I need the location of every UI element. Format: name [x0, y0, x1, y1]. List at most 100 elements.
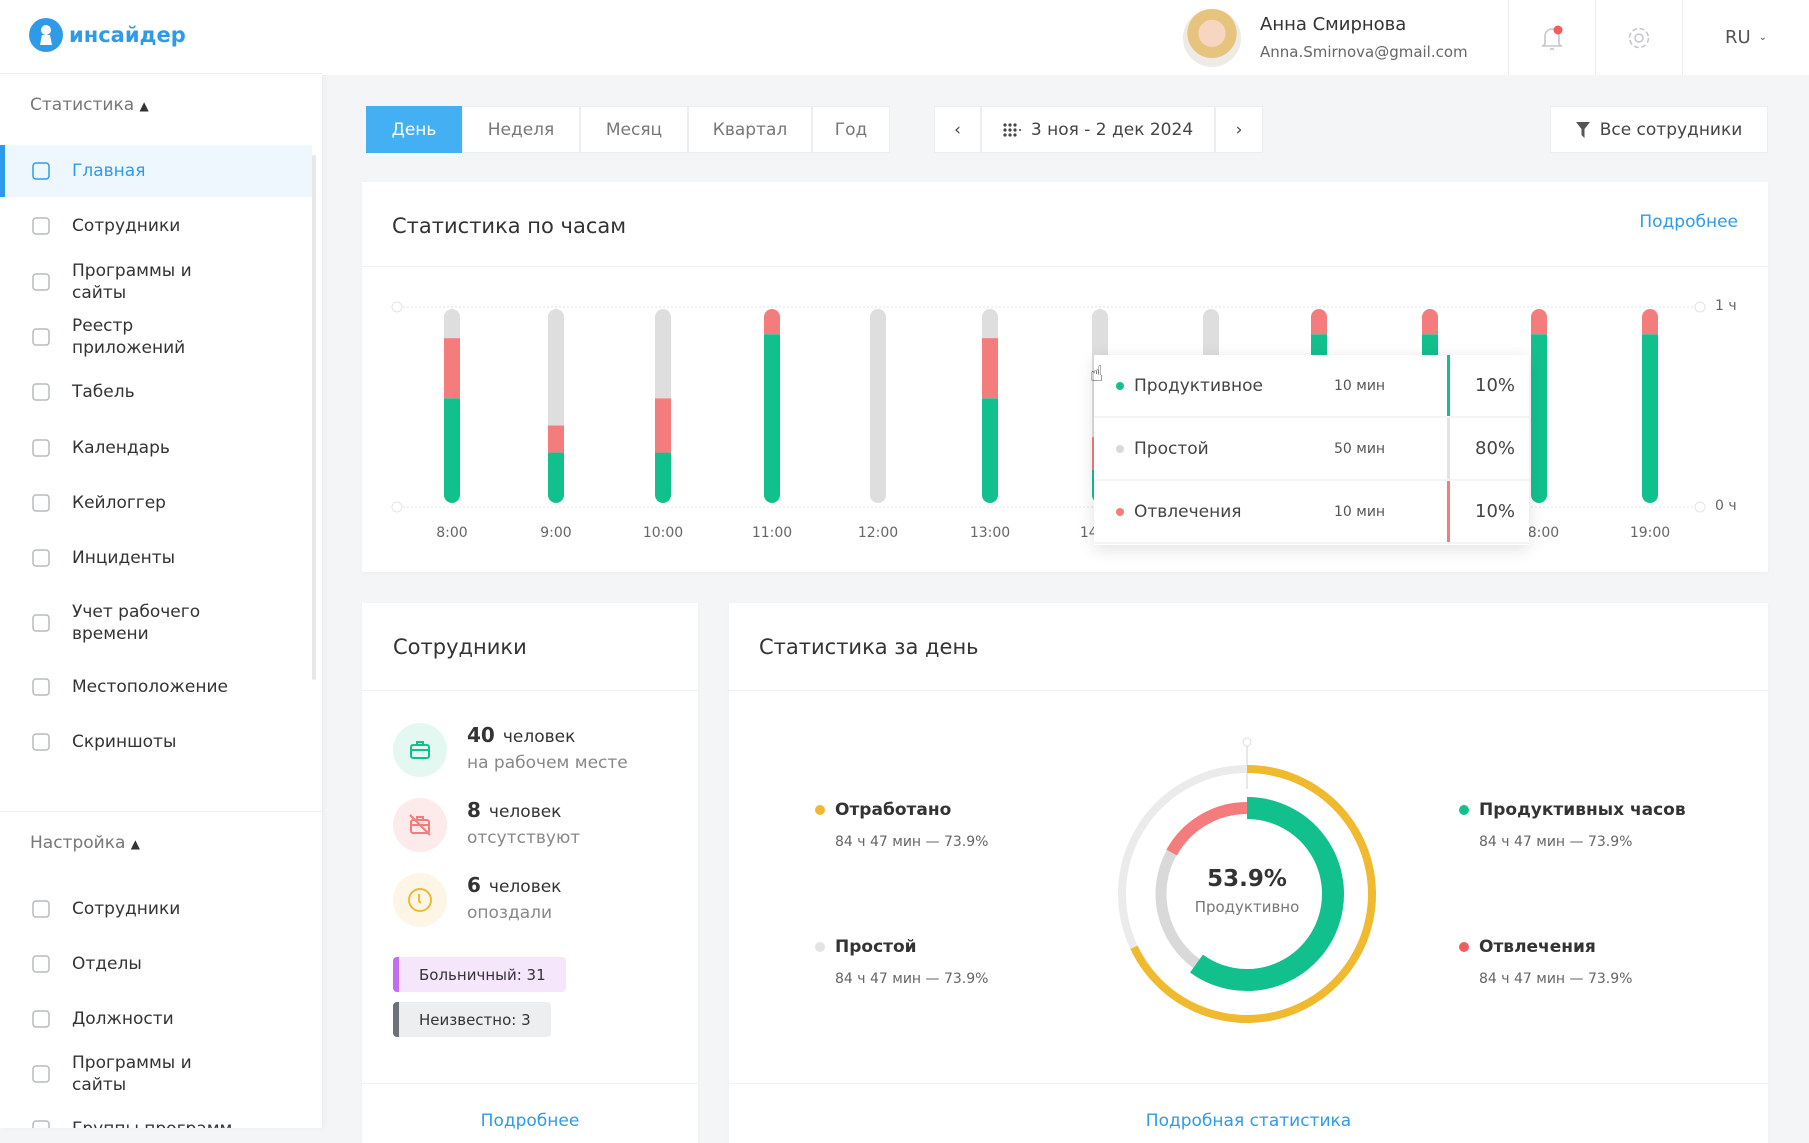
axis-end-marker: [1694, 301, 1706, 313]
hourly-more-link[interactable]: Подробнее: [1639, 212, 1738, 232]
legend-value: 84 ч 47 мин — 73.9%: [835, 834, 989, 850]
sidebar-item[interactable]: Отделы: [0, 938, 312, 990]
section-settings-toggle[interactable]: Настройка ▲: [30, 833, 140, 853]
section-statistics-toggle[interactable]: Статистика ▲: [30, 95, 149, 115]
bar-segment: [655, 452, 671, 503]
x-tick-label: 13:00: [969, 525, 1011, 541]
bar-10:00: [655, 309, 671, 503]
logo-icon: [29, 18, 63, 52]
employee-filter-button[interactable]: Все сотрудники: [1550, 106, 1768, 153]
sidebar-item-label: Местоположение: [72, 677, 228, 697]
next-date-button[interactable]: ›: [1215, 106, 1263, 153]
briefcase-off-icon: [393, 798, 447, 852]
filter-icon: [1575, 121, 1590, 138]
filter-label: Все сотрудники: [1599, 119, 1743, 140]
employee-stat: 6 человек опоздали: [393, 873, 561, 927]
bar-segment: [548, 425, 564, 453]
stat-desc: опоздали: [467, 903, 553, 923]
screenshots-icon: [30, 731, 52, 753]
sidebar-item-label: Календарь: [72, 438, 170, 458]
y-tick-label: 1 ч: [1715, 298, 1737, 314]
sidebar-item[interactable]: Местоположение: [0, 661, 312, 713]
divider: [362, 1083, 698, 1084]
section-label: Настройка: [30, 833, 126, 853]
stat-desc: на рабочем месте: [467, 753, 628, 773]
employees-more-link[interactable]: Подробнее: [480, 1111, 580, 1131]
sidebar-item-label: Табель: [72, 382, 135, 402]
stat-desc: отсутствуют: [467, 828, 581, 848]
period-tab[interactable]: Год: [812, 106, 890, 153]
tooltip-percent: 10%: [1475, 501, 1516, 522]
bar-segment: [1311, 309, 1327, 335]
period-tab[interactable]: Месяц: [580, 106, 688, 153]
y-tick-label: 0 ч: [1715, 498, 1737, 514]
sidebar-item[interactable]: Скриншоты: [0, 716, 312, 768]
x-tick-label: 11:00: [751, 525, 793, 541]
tooltip-divider: [1447, 355, 1450, 416]
bar-segment: [1531, 309, 1547, 335]
donut-center-label: Продуктивно: [1194, 898, 1300, 916]
chevron-right-icon: ›: [1235, 119, 1243, 140]
sidebar-item[interactable]: Сотрудники: [0, 200, 312, 252]
bar-segment: [764, 309, 780, 335]
prev-date-button[interactable]: ‹: [934, 106, 981, 153]
sidebar-item[interactable]: Кейлоггер: [0, 477, 312, 529]
server-icon: [30, 1063, 52, 1085]
hand-cursor-icon: ☝: [1090, 362, 1104, 387]
sidebar-item[interactable]: Табель: [0, 366, 312, 418]
gear-icon: [1628, 27, 1650, 48]
distraction-arc: [1166, 802, 1248, 856]
tooltip-label: Отвлечения: [1134, 501, 1242, 522]
sidebar-item[interactable]: Программы и сайты: [0, 256, 312, 308]
status-badge[interactable]: Неизвестно: 3: [393, 1002, 551, 1037]
date-range-picker[interactable]: 3 ноя - 2 дек 2024: [981, 106, 1215, 153]
period-tabs: День Неделя Месяц Квартал Год: [366, 106, 890, 153]
tooltip-time: 10 мин: [1334, 503, 1386, 520]
bar-segment: [655, 309, 671, 399]
period-tab[interactable]: Квартал: [688, 106, 812, 153]
sidebar-item[interactable]: Реестр приложений: [0, 311, 312, 363]
sidebar-item[interactable]: Главная: [0, 145, 312, 197]
legend-value: 84 ч 47 мин — 73.9%: [835, 971, 989, 987]
apps-icon: [30, 326, 52, 348]
warning-icon: [30, 547, 52, 569]
settings-button[interactable]: [1595, 0, 1682, 75]
sidebar-item[interactable]: Инциденты: [0, 532, 312, 584]
sidebar-scrollbar[interactable]: [312, 155, 316, 680]
avatar[interactable]: [1183, 9, 1241, 67]
sidebar-item-label: Учет рабочего времени: [72, 602, 201, 644]
employee-stat: 8 человек отсутствуют: [393, 798, 580, 852]
sidebar-item[interactable]: Календарь: [0, 422, 312, 474]
day-stats-card: Статистика за день Подробная статистика: [729, 603, 1768, 1143]
chevron-up-icon: ▲: [139, 99, 149, 113]
language-select[interactable]: RU ⌄: [1682, 0, 1809, 75]
notifications-button[interactable]: [1508, 0, 1595, 75]
sidebar-item[interactable]: Учет рабочего времени: [0, 591, 312, 655]
chevron-left-icon: ‹: [954, 119, 961, 140]
location-icon: [30, 676, 52, 698]
sidebar-item[interactable]: Должности: [0, 993, 312, 1045]
card-title: Статистика за день: [759, 635, 979, 659]
productive-arc: [1190, 797, 1344, 991]
sidebar-item-label: Отделы: [72, 954, 142, 974]
bar-segment: [655, 398, 671, 453]
chevron-up-icon: ▲: [130, 837, 141, 851]
sidebar-item[interactable]: Сотрудники: [0, 883, 312, 935]
bar-segment: [982, 309, 998, 339]
tooltip-label: Простой: [1134, 438, 1209, 459]
detailed-stats-link[interactable]: Подробная статистика: [1145, 1111, 1352, 1131]
legend-dot: [1116, 507, 1124, 516]
user-name: Анна Смирнова: [1260, 14, 1407, 35]
sidebar-item[interactable]: Программы и сайты: [0, 1048, 312, 1100]
bar-segment: [548, 309, 564, 426]
divider: [362, 690, 698, 691]
sidebar-item[interactable]: Группы программ: [0, 1103, 312, 1128]
period-tab[interactable]: Неделя: [462, 106, 580, 153]
period-tab[interactable]: День: [366, 106, 462, 153]
user-icon: [30, 898, 52, 920]
logo[interactable]: инсайдер: [29, 18, 186, 52]
status-badge[interactable]: Больничный: 31: [393, 957, 566, 992]
grid-icon: [30, 381, 52, 403]
bar-segment: [1531, 334, 1547, 503]
legend-label: Отвлечения: [1479, 937, 1596, 957]
